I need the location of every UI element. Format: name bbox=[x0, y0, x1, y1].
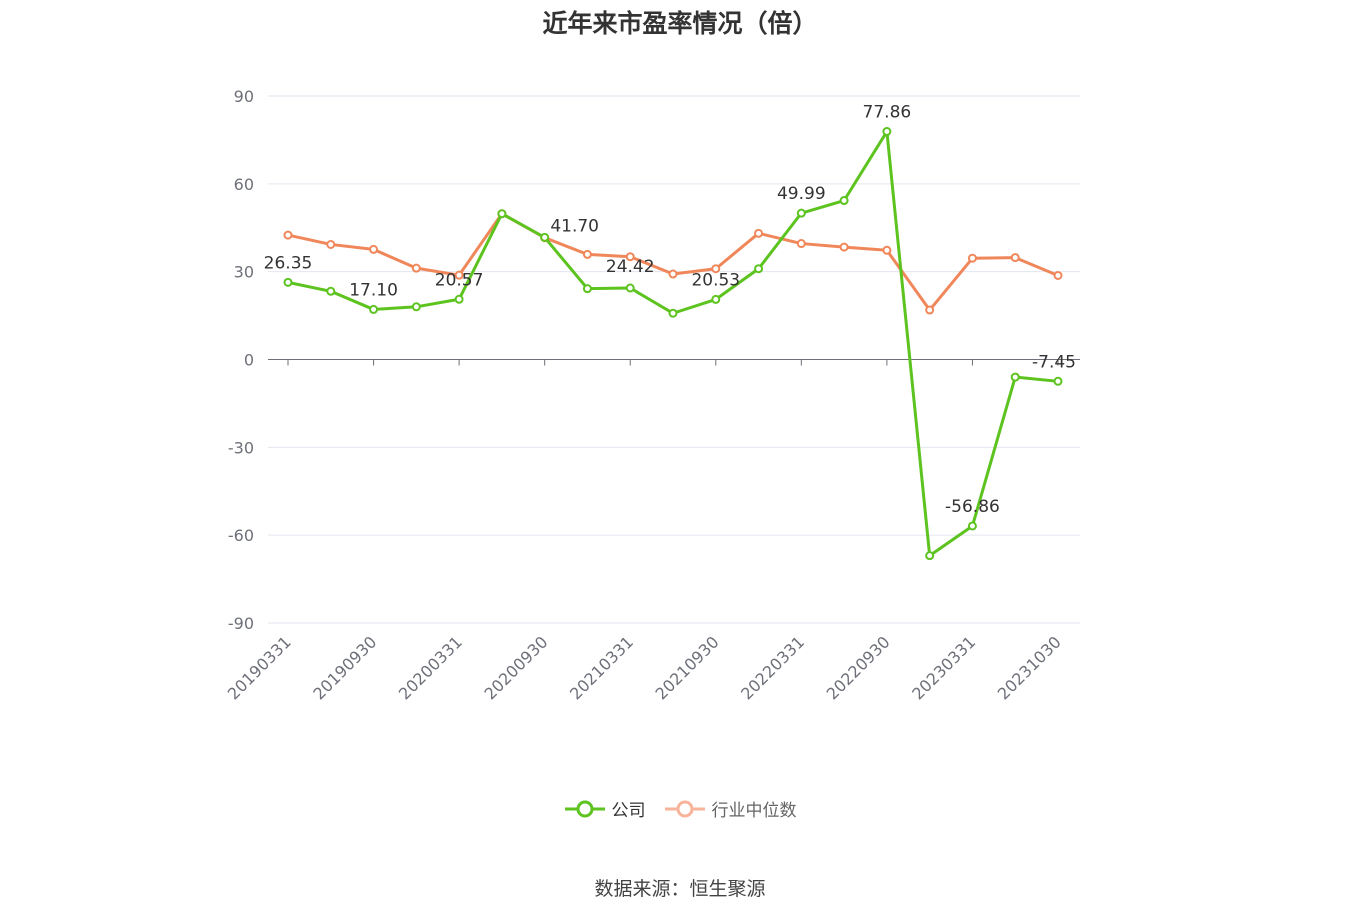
data-point bbox=[839, 196, 849, 206]
legend: 公司 行业中位数 bbox=[0, 796, 1360, 821]
series-line-industry bbox=[287, 212, 1059, 312]
data-source: 数据来源：恒生聚源 bbox=[594, 878, 766, 900]
data-point bbox=[711, 264, 721, 274]
data-point bbox=[754, 264, 764, 274]
data-point bbox=[326, 239, 336, 249]
data-point bbox=[711, 294, 721, 304]
data-point bbox=[582, 284, 592, 294]
data-point bbox=[882, 127, 892, 137]
y-tick-label: -60 bbox=[228, 526, 254, 545]
data-labels: 26.35 17.10 20.57 41.70 24.42 20.53 49.99 77.86… bbox=[264, 103, 1076, 517]
data-point bbox=[967, 253, 977, 263]
x-tick-label: 20231030 bbox=[994, 632, 1065, 703]
data-point bbox=[411, 263, 421, 273]
legend-label-industry: 行业中位数 bbox=[711, 801, 797, 821]
data-point bbox=[454, 270, 464, 280]
data-point bbox=[625, 252, 635, 262]
x-tick-label: 20210930 bbox=[652, 632, 723, 703]
chart-title: 近年来市盈率情况（倍） bbox=[542, 9, 818, 38]
data-point bbox=[967, 521, 977, 531]
data-label: 20.53 bbox=[691, 270, 740, 290]
data-point bbox=[1053, 270, 1063, 280]
data-point bbox=[326, 286, 336, 296]
data-point bbox=[925, 551, 935, 561]
data-point bbox=[369, 244, 379, 254]
legend-label-company: 公司 bbox=[611, 801, 646, 821]
data-point bbox=[369, 304, 379, 314]
data-label: 24.42 bbox=[606, 257, 655, 277]
data-point bbox=[668, 269, 678, 279]
y-tick-label: 60 bbox=[234, 175, 254, 194]
y-tick-label: 30 bbox=[234, 263, 254, 282]
data-point bbox=[411, 302, 421, 312]
series-lines bbox=[283, 127, 1063, 561]
x-tick-label: 20220331 bbox=[737, 632, 808, 703]
y-tick-label: -30 bbox=[228, 438, 254, 457]
data-point bbox=[839, 242, 849, 252]
data-point bbox=[1010, 253, 1020, 263]
data-point bbox=[454, 294, 464, 304]
y-tick-label: 90 bbox=[234, 87, 254, 106]
data-point bbox=[540, 232, 550, 242]
data-label: 26.35 bbox=[264, 253, 313, 273]
data-point bbox=[582, 249, 592, 259]
data-label: 49.99 bbox=[777, 184, 826, 204]
x-tick-label: 20200930 bbox=[480, 632, 551, 703]
x-tick-label: 20190930 bbox=[309, 632, 380, 703]
data-label: -7.45 bbox=[1032, 352, 1076, 372]
x-tick-label: 20200331 bbox=[395, 632, 466, 703]
data-label: 41.70 bbox=[550, 216, 599, 236]
legend-company-line-icon bbox=[564, 800, 605, 817]
data-point bbox=[497, 209, 507, 219]
data-point bbox=[796, 239, 806, 249]
legend-item-company[interactable]: 公司 bbox=[564, 796, 646, 821]
data-point bbox=[1053, 376, 1063, 386]
x-tick-label: 20230331 bbox=[908, 632, 979, 703]
data-point bbox=[925, 305, 935, 315]
data-label: 17.10 bbox=[349, 280, 398, 300]
legend-item-industry[interactable]: 行业中位数 bbox=[664, 796, 797, 821]
data-label: 77.86 bbox=[863, 103, 912, 123]
legend-industry-line-icon bbox=[664, 800, 705, 817]
series-line-company bbox=[287, 130, 1059, 558]
data-point bbox=[754, 228, 764, 238]
x-tick-label: 20190331 bbox=[224, 632, 295, 703]
x-tick-label: 20210331 bbox=[566, 632, 637, 703]
data-point bbox=[625, 283, 635, 293]
y-tick-label: 0 bbox=[244, 351, 254, 370]
data-point bbox=[1010, 372, 1020, 382]
data-point bbox=[882, 245, 892, 255]
y-tick-label: -90 bbox=[228, 614, 254, 633]
data-point bbox=[283, 230, 293, 240]
data-point bbox=[283, 277, 293, 287]
data-label: 20.57 bbox=[435, 270, 484, 290]
data-point bbox=[668, 308, 678, 318]
x-tick-label: 20220930 bbox=[823, 632, 894, 703]
data-point bbox=[796, 208, 806, 218]
data-label: -56.86 bbox=[945, 497, 1000, 517]
